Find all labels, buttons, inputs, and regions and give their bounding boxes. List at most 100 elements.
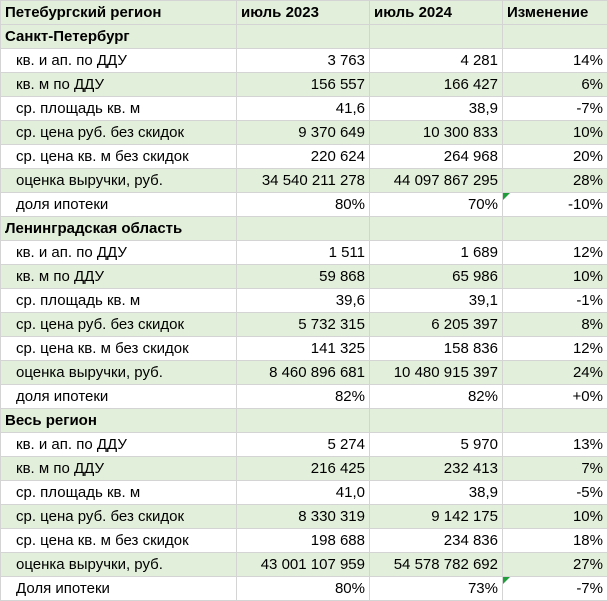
value-2024[interactable]: 9 142 175 bbox=[370, 505, 503, 529]
row-label[interactable]: оценка выручки, руб. bbox=[1, 553, 237, 577]
row-label[interactable]: ср. цена кв. м без скидок bbox=[1, 337, 237, 361]
value-2024[interactable]: 5 970 bbox=[370, 433, 503, 457]
value-change[interactable]: 28% bbox=[503, 169, 607, 193]
row-label[interactable]: кв. и ап. по ДДУ bbox=[1, 241, 237, 265]
row-label[interactable]: кв. и ап. по ДДУ bbox=[1, 49, 237, 73]
value-2023[interactable]: 34 540 211 278 bbox=[237, 169, 370, 193]
empty-cell[interactable] bbox=[237, 217, 370, 241]
value-2023[interactable]: 41,0 bbox=[237, 481, 370, 505]
empty-cell[interactable] bbox=[237, 25, 370, 49]
value-2024[interactable]: 70% bbox=[370, 193, 503, 217]
value-change[interactable]: 7% bbox=[503, 457, 607, 481]
value-2024[interactable]: 73% bbox=[370, 577, 503, 601]
value-2024[interactable]: 234 836 bbox=[370, 529, 503, 553]
section-title[interactable]: Ленинградская область bbox=[1, 217, 237, 241]
value-2023[interactable]: 59 868 bbox=[237, 265, 370, 289]
value-2023[interactable]: 5 274 bbox=[237, 433, 370, 457]
row-label[interactable]: ср. площадь кв. м bbox=[1, 97, 237, 121]
header-2023[interactable]: июль 2023 bbox=[237, 1, 370, 25]
value-change[interactable]: 10% bbox=[503, 505, 607, 529]
value-2023[interactable]: 41,6 bbox=[237, 97, 370, 121]
row-label[interactable]: доля ипотеки bbox=[1, 193, 237, 217]
value-2024[interactable]: 10 480 915 397 bbox=[370, 361, 503, 385]
value-2023[interactable]: 198 688 bbox=[237, 529, 370, 553]
value-2023[interactable]: 39,6 bbox=[237, 289, 370, 313]
row-label[interactable]: кв. и ап. по ДДУ bbox=[1, 433, 237, 457]
empty-cell[interactable] bbox=[370, 409, 503, 433]
row-label[interactable]: ср. цена руб. без скидок bbox=[1, 121, 237, 145]
empty-cell[interactable] bbox=[503, 217, 607, 241]
value-2024[interactable]: 1 689 bbox=[370, 241, 503, 265]
value-change[interactable]: 14% bbox=[503, 49, 607, 73]
value-2023[interactable]: 8 330 319 bbox=[237, 505, 370, 529]
value-change-flagged[interactable]: -7% bbox=[503, 577, 607, 601]
row-label[interactable]: ср. площадь кв. м bbox=[1, 481, 237, 505]
value-2023[interactable]: 43 001 107 959 bbox=[237, 553, 370, 577]
value-change[interactable]: 27% bbox=[503, 553, 607, 577]
empty-cell[interactable] bbox=[503, 409, 607, 433]
value-2024[interactable]: 38,9 bbox=[370, 481, 503, 505]
header-region[interactable]: Петебургский регион bbox=[1, 1, 237, 25]
value-2023[interactable]: 156 557 bbox=[237, 73, 370, 97]
header-change[interactable]: Изменение bbox=[503, 1, 607, 25]
value-2024[interactable]: 38,9 bbox=[370, 97, 503, 121]
value-2024[interactable]: 264 968 bbox=[370, 145, 503, 169]
row-label[interactable]: кв. м по ДДУ bbox=[1, 457, 237, 481]
value-change[interactable]: -5% bbox=[503, 481, 607, 505]
value-change[interactable]: 10% bbox=[503, 121, 607, 145]
row-label[interactable]: ср. площадь кв. м bbox=[1, 289, 237, 313]
value-2024[interactable]: 39,1 bbox=[370, 289, 503, 313]
header-2024[interactable]: июль 2024 bbox=[370, 1, 503, 25]
value-2023[interactable]: 5 732 315 bbox=[237, 313, 370, 337]
row-label[interactable]: кв. м по ДДУ bbox=[1, 265, 237, 289]
value-2023[interactable]: 80% bbox=[237, 193, 370, 217]
value-2024[interactable]: 10 300 833 bbox=[370, 121, 503, 145]
value-2024[interactable]: 232 413 bbox=[370, 457, 503, 481]
value-2023[interactable]: 216 425 bbox=[237, 457, 370, 481]
value-2023[interactable]: 80% bbox=[237, 577, 370, 601]
row-label[interactable]: кв. м по ДДУ bbox=[1, 73, 237, 97]
value-change[interactable]: 24% bbox=[503, 361, 607, 385]
value-2023[interactable]: 220 624 bbox=[237, 145, 370, 169]
row-label[interactable]: ср. цена кв. м без скидок bbox=[1, 529, 237, 553]
value-change[interactable]: 20% bbox=[503, 145, 607, 169]
value-2023[interactable]: 82% bbox=[237, 385, 370, 409]
row-label[interactable]: ср. цена кв. м без скидок bbox=[1, 145, 237, 169]
value-change[interactable]: 18% bbox=[503, 529, 607, 553]
value-change[interactable]: 13% bbox=[503, 433, 607, 457]
value-2024[interactable]: 6 205 397 bbox=[370, 313, 503, 337]
value-2024[interactable]: 44 097 867 295 bbox=[370, 169, 503, 193]
value-change[interactable]: 12% bbox=[503, 241, 607, 265]
row-label[interactable]: Доля ипотеки bbox=[1, 577, 237, 601]
value-change[interactable]: 8% bbox=[503, 313, 607, 337]
empty-cell[interactable] bbox=[370, 217, 503, 241]
value-2023[interactable]: 3 763 bbox=[237, 49, 370, 73]
value-2023[interactable]: 1 511 bbox=[237, 241, 370, 265]
value-change[interactable]: 10% bbox=[503, 265, 607, 289]
value-change[interactable]: 12% bbox=[503, 337, 607, 361]
row-label[interactable]: оценка выручки, руб. bbox=[1, 361, 237, 385]
value-2024[interactable]: 166 427 bbox=[370, 73, 503, 97]
empty-cell[interactable] bbox=[237, 409, 370, 433]
value-2024[interactable]: 65 986 bbox=[370, 265, 503, 289]
row-label[interactable]: доля ипотеки bbox=[1, 385, 237, 409]
value-change[interactable]: 6% bbox=[503, 73, 607, 97]
row-label[interactable]: оценка выручки, руб. bbox=[1, 169, 237, 193]
value-2024[interactable]: 82% bbox=[370, 385, 503, 409]
value-change[interactable]: -7% bbox=[503, 97, 607, 121]
section-title[interactable]: Весь регион bbox=[1, 409, 237, 433]
value-2023[interactable]: 9 370 649 bbox=[237, 121, 370, 145]
empty-cell[interactable] bbox=[503, 25, 607, 49]
value-2024[interactable]: 158 836 bbox=[370, 337, 503, 361]
value-2023[interactable]: 141 325 bbox=[237, 337, 370, 361]
section-title[interactable]: Санкт-Петербург bbox=[1, 25, 237, 49]
value-change[interactable]: +0% bbox=[503, 385, 607, 409]
row-label[interactable]: ср. цена руб. без скидок bbox=[1, 313, 237, 337]
row-label[interactable]: ср. цена руб. без скидок bbox=[1, 505, 237, 529]
empty-cell[interactable] bbox=[370, 25, 503, 49]
value-2023[interactable]: 8 460 896 681 bbox=[237, 361, 370, 385]
value-change-flagged[interactable]: -10% bbox=[503, 193, 607, 217]
value-2024[interactable]: 54 578 782 692 bbox=[370, 553, 503, 577]
value-2024[interactable]: 4 281 bbox=[370, 49, 503, 73]
value-change[interactable]: -1% bbox=[503, 289, 607, 313]
